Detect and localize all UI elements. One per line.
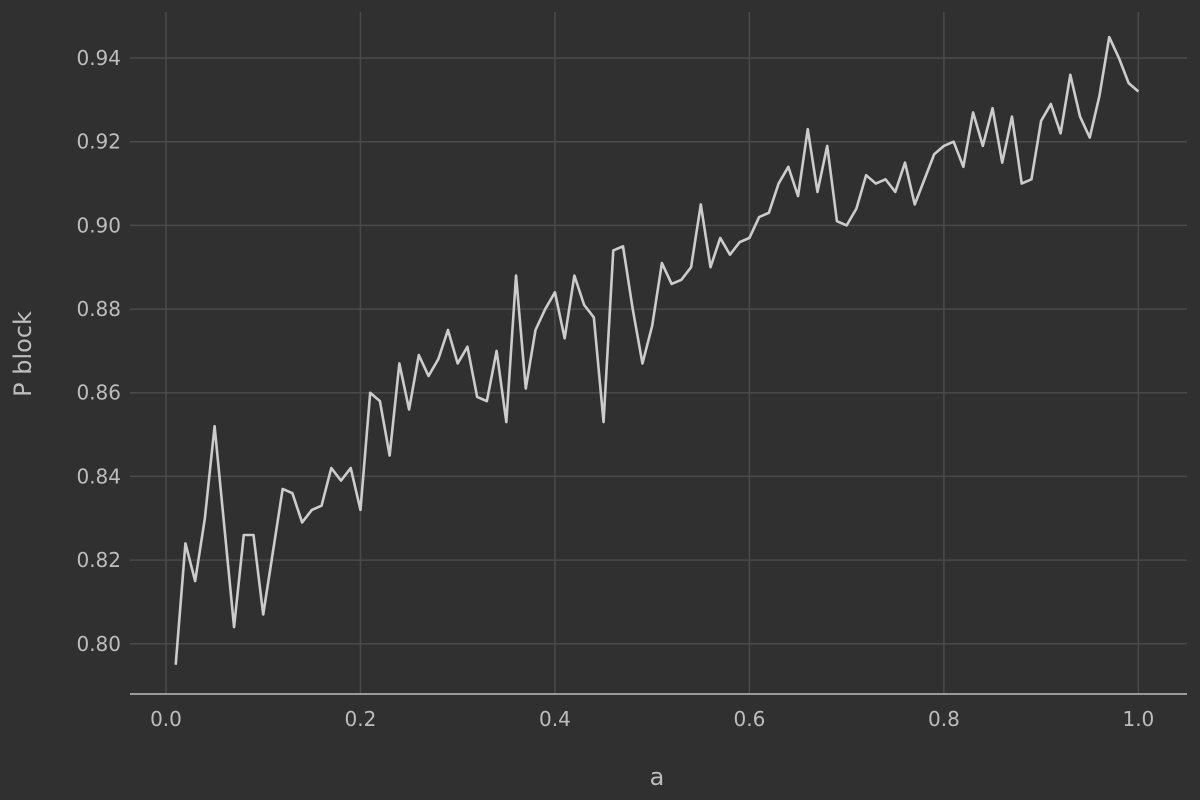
x-tick-label: 0.2: [345, 707, 377, 731]
x-tick-label: 0.4: [539, 707, 571, 731]
y-tick-label: 0.94: [76, 46, 121, 70]
series-line: [174, 35, 1140, 665]
y-tick-label: 0.84: [76, 464, 121, 488]
y-axis-title: P block: [9, 311, 37, 397]
y-tick-label: 0.82: [76, 548, 121, 572]
y-tick-label: 0.92: [76, 130, 121, 154]
x-tick-label: 0.8: [928, 707, 960, 731]
x-tick-label: 0.0: [150, 707, 182, 731]
x-tick-label: 1.0: [1122, 707, 1154, 731]
x-axis-title: a: [650, 763, 665, 791]
y-tick-label: 0.86: [76, 381, 121, 405]
y-tick-label: 0.80: [76, 632, 121, 656]
x-tick-label: 0.6: [734, 707, 766, 731]
grid: [130, 12, 1187, 694]
y-tick-label: 0.90: [76, 213, 121, 237]
tick-labels: 0.0 0.2 0.4 0.6 0.8 1.0 0.80 0.82 0.84 0.86 0.88 0.…: [76, 46, 1154, 731]
y-tick-label: 0.88: [76, 297, 121, 321]
